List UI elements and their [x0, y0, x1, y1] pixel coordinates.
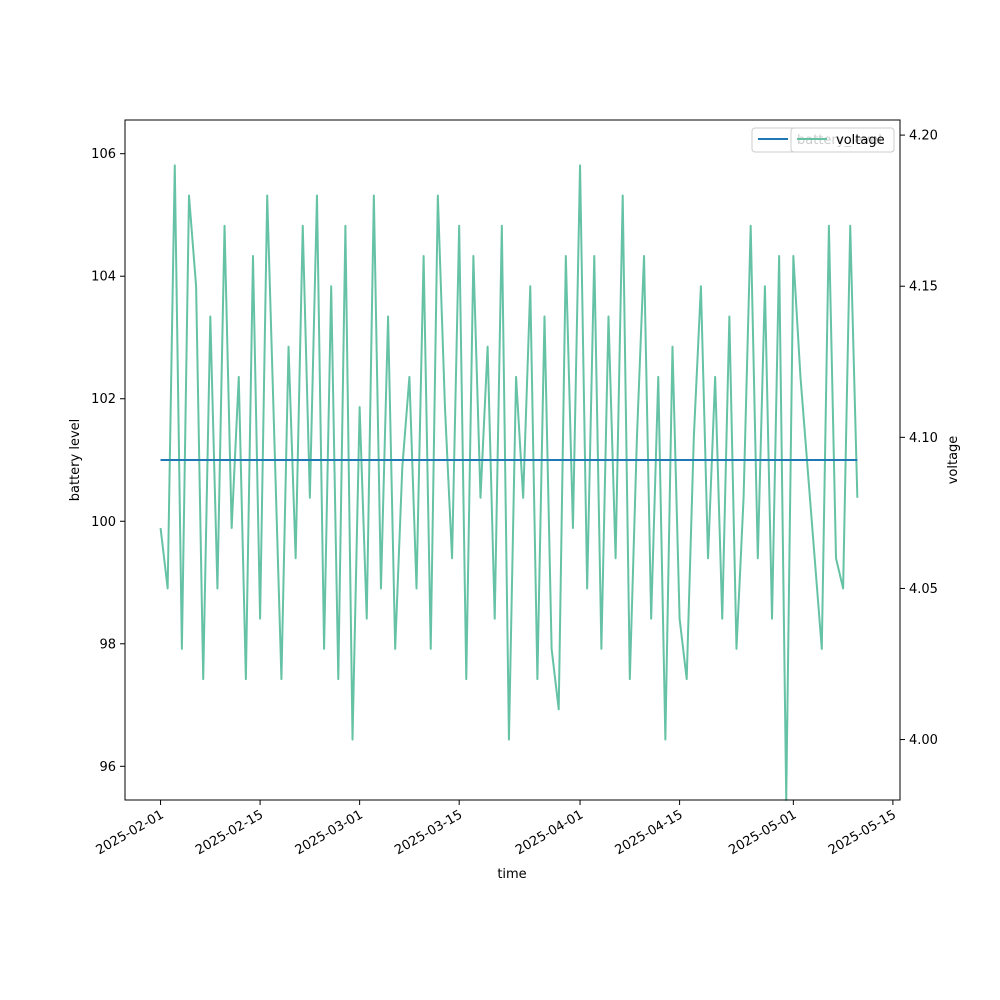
left-tick-label: 102 [91, 392, 116, 407]
right-tick-label: 4.10 [909, 431, 938, 446]
legend-right-box [790, 127, 895, 153]
x-tick-label: 2025-02-01 [94, 807, 167, 858]
left-tick-label: 96 [99, 760, 116, 775]
left-tick-label: 98 [99, 637, 116, 652]
left-axis-ticks: 96 98 100 102 104 106 [91, 147, 125, 775]
x-tick-label: 2025-05-15 [826, 807, 899, 858]
right-tick-label: 4.20 [909, 129, 938, 144]
x-tick-label: 2025-02-15 [193, 807, 266, 858]
series-layer [159, 164, 859, 801]
right-axis-label: voltage [946, 436, 961, 485]
left-tick-label: 104 [91, 270, 116, 285]
x-axis-label: time [497, 867, 526, 882]
right-axis-ticks: 4.00 4.05 4.10 4.15 4.20 [900, 129, 938, 748]
legend-right-label: voltage [836, 133, 885, 148]
right-tick-label: 4.05 [909, 582, 938, 597]
left-tick-label: 106 [91, 147, 116, 162]
x-tick-label: 2025-04-15 [613, 807, 686, 858]
x-tick-label: 2025-03-15 [392, 807, 465, 858]
x-tick-label: 2025-03-01 [293, 807, 366, 858]
left-axis-label: battery level [68, 419, 83, 502]
right-tick-label: 4.15 [909, 280, 938, 295]
x-tick-label: 2025-05-01 [726, 807, 799, 858]
right-tick-label: 4.00 [909, 733, 938, 748]
series-line-voltage [159, 164, 859, 801]
x-axis-ticks: 2025-02-01 2025-02-15 2025-03-01 2025-03-15… [94, 800, 899, 858]
plot-frame [124, 119, 901, 801]
legend-right: voltage [790, 127, 895, 153]
x-tick-label: 2025-04-01 [513, 807, 586, 858]
left-tick-label: 100 [91, 515, 116, 530]
